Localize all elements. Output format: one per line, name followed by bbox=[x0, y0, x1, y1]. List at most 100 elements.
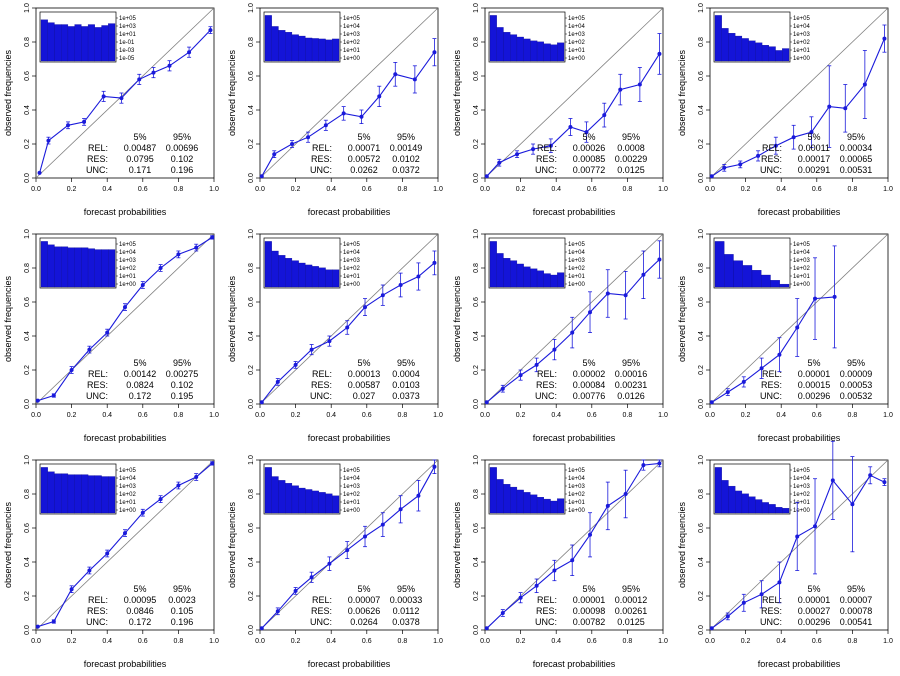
data-point bbox=[377, 94, 382, 99]
y-tick-label: 1.0 bbox=[248, 455, 255, 465]
histogram-bar bbox=[489, 241, 497, 288]
y-tick-label: 0.6 bbox=[24, 523, 31, 533]
y-tick-label: 0.6 bbox=[473, 523, 480, 533]
histogram-tick-label: 1e+05 bbox=[568, 242, 586, 248]
x-tick-label: 0.4 bbox=[776, 638, 786, 645]
stat-value-unc-95pct: 0.0126 bbox=[617, 391, 645, 401]
histogram-bar bbox=[782, 508, 790, 514]
histogram-tick-label: 1e+03 bbox=[568, 484, 586, 490]
y-tick-label: 0.0 bbox=[698, 399, 705, 409]
data-point bbox=[657, 257, 662, 262]
data-point bbox=[341, 111, 346, 116]
y-tick-label: 0.4 bbox=[24, 557, 31, 567]
stat-label-unc: UNC: bbox=[310, 391, 332, 401]
stat-value-res-5pct: 0.00098 bbox=[573, 606, 606, 616]
stat-label-unc: UNC: bbox=[86, 391, 108, 401]
histogram-bar bbox=[54, 24, 62, 62]
data-point bbox=[725, 614, 730, 619]
stat-header-5pct: 5% bbox=[582, 584, 595, 594]
data-point bbox=[210, 235, 215, 240]
histogram-bar bbox=[557, 42, 565, 62]
x-tick-label: 0.0 bbox=[31, 412, 41, 419]
y-tick-label: 0.0 bbox=[248, 625, 255, 635]
histogram-bar bbox=[714, 241, 725, 288]
plot-frame bbox=[259, 7, 439, 179]
data-point bbox=[158, 266, 163, 270]
histogram-bar bbox=[67, 26, 75, 62]
stat-label-rel: REL: bbox=[537, 595, 557, 605]
stat-value-rel-95pct: 0.00034 bbox=[840, 143, 873, 153]
plot-frame bbox=[709, 233, 889, 405]
histogram-bar bbox=[496, 27, 504, 62]
data-point bbox=[123, 305, 127, 310]
stat-label-rel: REL: bbox=[88, 595, 108, 605]
plot-frame bbox=[35, 7, 215, 179]
histogram-bar bbox=[770, 280, 780, 288]
data-point bbox=[862, 82, 867, 87]
stat-value-unc-95pct: 0.196 bbox=[171, 165, 194, 175]
y-tick-label: 0.6 bbox=[248, 71, 255, 81]
x-tick-label: 1.0 bbox=[883, 638, 893, 645]
data-point bbox=[119, 96, 124, 101]
histogram-bar bbox=[503, 32, 511, 62]
x-tick-label: 0.6 bbox=[138, 186, 148, 193]
histogram-bar bbox=[510, 260, 518, 288]
stat-value-rel-5pct: 0.00142 bbox=[124, 369, 157, 379]
histogram-bar bbox=[741, 493, 749, 514]
data-point bbox=[759, 366, 764, 371]
stat-value-rel-5pct: 0.00001 bbox=[573, 595, 606, 605]
diagonal-line bbox=[35, 459, 215, 631]
y-tick-label: 0.2 bbox=[24, 139, 31, 149]
histogram-bar bbox=[291, 34, 299, 62]
x-tick-label: 0.2 bbox=[741, 412, 751, 419]
histogram-tick-label: 1e+01 bbox=[793, 48, 811, 54]
histogram-bar bbox=[108, 249, 116, 288]
data-point bbox=[709, 626, 714, 631]
data-point bbox=[69, 368, 74, 372]
histogram-bar bbox=[550, 500, 558, 514]
histogram-bar bbox=[305, 489, 313, 514]
diagonal-line bbox=[259, 233, 439, 405]
stat-value-res-95pct: 0.00078 bbox=[840, 606, 873, 616]
stat-value-unc-95pct: 0.0125 bbox=[617, 617, 645, 627]
x-axis-label: forecast probabilities bbox=[533, 659, 616, 669]
inset-histogram: 1e+05 1e+04 1e+03 1e+02 1e+01 1e+00 bbox=[713, 237, 811, 289]
histogram-tick-label: 1e+02 bbox=[568, 266, 586, 272]
stat-header-95pct: 95% bbox=[622, 132, 640, 142]
data-point bbox=[398, 507, 403, 512]
stat-header-95pct: 95% bbox=[622, 584, 640, 594]
stat-value-unc-5pct: 0.00296 bbox=[798, 617, 831, 627]
histogram-bar bbox=[61, 246, 69, 288]
y-tick-label: 1.0 bbox=[24, 229, 31, 239]
diagonal-line bbox=[484, 233, 664, 405]
data-point bbox=[306, 135, 311, 140]
histogram-bar bbox=[510, 486, 518, 514]
x-tick-label: 0.6 bbox=[587, 412, 597, 419]
data-point bbox=[290, 142, 295, 146]
histogram-bar bbox=[779, 283, 790, 288]
histogram-bar bbox=[768, 46, 776, 62]
inset-histogram: 1e+05 1e+04 1e+03 1e+02 1e+01 1e+00 bbox=[488, 237, 586, 289]
histogram-tick-label: 1e+04 bbox=[119, 476, 137, 482]
histogram-bar bbox=[748, 40, 756, 62]
data-point bbox=[105, 551, 110, 556]
data-point bbox=[327, 339, 332, 344]
histogram-bar bbox=[724, 254, 734, 288]
y-tick-label: 0.2 bbox=[248, 139, 255, 149]
y-tick-label: 0.0 bbox=[473, 173, 480, 183]
histogram-bar bbox=[87, 475, 95, 514]
histogram-bar bbox=[543, 273, 551, 288]
stat-value-rel-5pct: 0.00001 bbox=[798, 595, 831, 605]
y-axis-label: observed frequencies bbox=[677, 275, 687, 362]
reliability-chart-row2-col4: 0.0 0.2 0.4 0.6 0.8 1.0 0.0 0.2 0.4 0.6 0.8 1.0 fore… bbox=[677, 229, 893, 443]
data-point bbox=[167, 63, 172, 68]
data-point bbox=[208, 28, 213, 33]
stat-value-unc-95pct: 0.00531 bbox=[840, 165, 873, 175]
stat-label-res: RES: bbox=[536, 154, 557, 164]
histogram-tick-label: 1e+04 bbox=[793, 24, 811, 30]
histogram-bar bbox=[285, 32, 293, 62]
y-tick-label: 0.2 bbox=[698, 365, 705, 375]
x-axis-label: forecast probabilities bbox=[308, 659, 391, 669]
stat-label-unc: UNC: bbox=[535, 165, 557, 175]
stat-label-rel: REL: bbox=[312, 143, 332, 153]
